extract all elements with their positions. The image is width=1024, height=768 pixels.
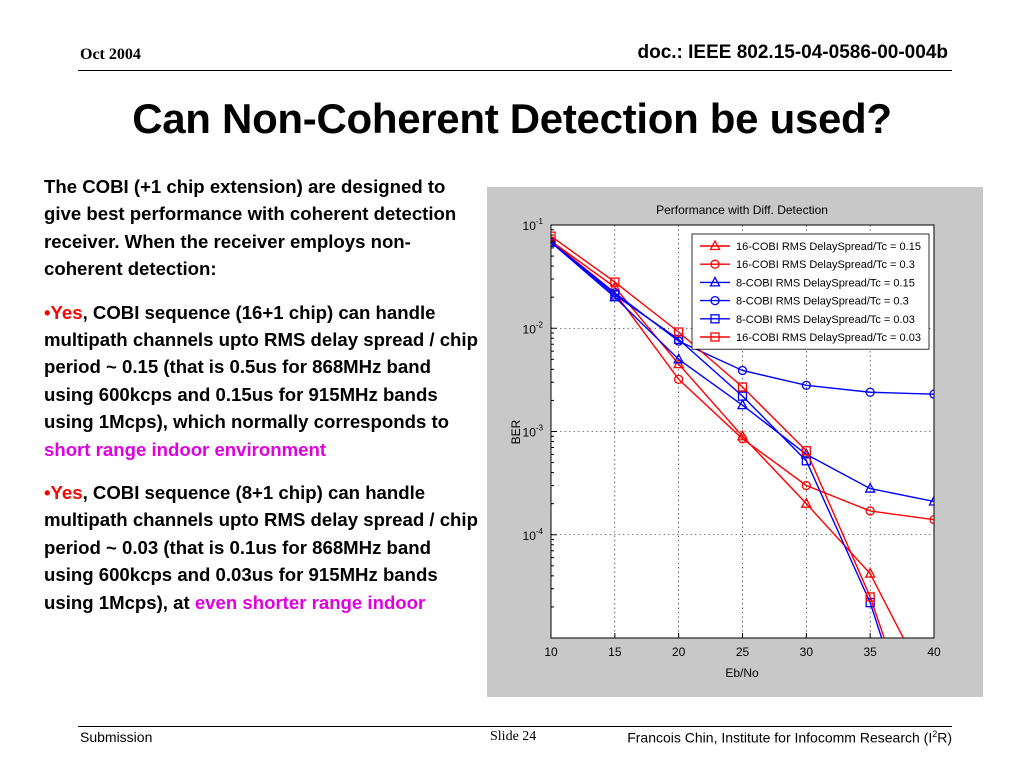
bullet-2-text: , COBI sequence (8+1 chip) can handle mu… (44, 482, 478, 613)
data-point-circle (929, 389, 934, 399)
axis-layer: 10 15 20 25 30 35 40 10-1 10-2 10-3 10-4 (523, 217, 941, 659)
series-line (551, 241, 883, 638)
x-tick-label: 40 (927, 645, 941, 659)
data-point-triangle (709, 239, 721, 251)
chart-panel: Performance with Diff. Detection 10 15 20 2… (487, 187, 983, 697)
bullet-1-yes: Yes (50, 301, 83, 323)
data-point-triangle (800, 448, 812, 459)
bullet-2-yes: Yes (50, 482, 83, 504)
y-tick-label: 10-2 (523, 320, 544, 336)
series-5 (551, 237, 883, 638)
series-6 (551, 231, 885, 638)
legend-entry: 8-COBI RMS DelaySpread/Tc = 0.15 (700, 276, 915, 289)
data-point-square (737, 391, 748, 401)
bullet-1-marker: • (44, 301, 51, 323)
legend-label: 16-COBI RMS DelaySpread/Tc = 0.03 (736, 332, 921, 344)
data-point-circle (865, 506, 875, 516)
header-date: Oct 2004 (80, 46, 141, 63)
chart-title: Performance with Diff. Detection (656, 203, 828, 217)
data-point-square (551, 231, 556, 241)
data-point-triangle (864, 567, 876, 578)
slide-title: Can Non-Coherent Detection be used? (132, 95, 892, 142)
bullet-2: •Yes, COBI sequence (8+1 chip) can handl… (44, 479, 484, 616)
y-tick-label: 10-3 (523, 424, 544, 440)
data-point-circle (737, 365, 748, 376)
legend-box (691, 233, 930, 350)
series-line (551, 235, 885, 638)
intro-paragraph: The COBI (+1 chip extension) are designe… (44, 176, 457, 280)
footer-slide-number: Slide 24 (490, 729, 536, 745)
legend-entry: 16-COBI RMS DelaySpread/Tc = 0.03 (700, 332, 921, 344)
data-point-triangle (800, 497, 812, 508)
header-rule (78, 70, 952, 71)
data-point-square (551, 237, 556, 247)
ber-chart: Performance with Diff. Detection 10 15 20 2… (509, 203, 941, 680)
y-tick-label: 10-4 (523, 527, 544, 543)
data-point-circle (865, 387, 875, 397)
bullet-1-text: , COBI sequence (16+1 chip) can handle m… (44, 301, 478, 433)
footer-submission: Submission (80, 729, 153, 745)
x-tick-label: 15 (608, 645, 622, 659)
data-point-triangle (928, 495, 934, 506)
slide-label: Slide (490, 729, 519, 744)
data-point-square (610, 277, 620, 287)
legend-label: 8-COBI RMS DelaySpread/Tc = 0.3 (736, 296, 909, 308)
bullet-2-marker: • (44, 482, 51, 504)
data-point-square (610, 290, 620, 300)
header-doc-id: doc.: IEEE 802.15-04-0586-00-004b (637, 42, 948, 63)
data-point-square (710, 332, 720, 342)
x-tick-label: 35 (863, 645, 877, 659)
author-superscript: 2 (932, 729, 938, 739)
data-point-triangle (709, 276, 721, 287)
legend-entry: 16-COBI RMS DelaySpread/Tc = 0.3 (700, 259, 915, 271)
legend-label: 16-COBI RMS DelaySpread/Tc = 0.3 (736, 259, 915, 271)
x-tick-label: 10 (544, 645, 558, 659)
data-point-square (674, 327, 684, 337)
data-point-circle (710, 295, 720, 306)
data-point-square (801, 446, 811, 456)
data-point-circle (710, 259, 720, 269)
x-tick-label: 30 (800, 645, 814, 659)
data-point-circle (801, 380, 811, 390)
legend-label: 16-COBI RMS DelaySpread/Tc = 0.15 (736, 241, 921, 253)
legend: 16-COBI RMS DelaySpread/Tc = 0.15 16-COBI… (691, 233, 930, 350)
data-point-circle (674, 374, 684, 384)
data-point-circle (737, 434, 748, 444)
y-axis-label: BER (509, 419, 523, 444)
series-layer (551, 231, 934, 638)
bullet-2-highlight: even shorter range indoor (194, 591, 426, 613)
slide-number: 24 (522, 729, 537, 744)
data-point-circle (801, 480, 811, 491)
bullet-1-highlight: short range indoor environment (44, 438, 327, 460)
data-point-circle (929, 515, 934, 525)
data-point-square (865, 592, 875, 602)
legend-entry: 8-COBI RMS DelaySpread/Tc = 0.03 (700, 314, 915, 326)
slide-body: The COBI (+1 chip extension) are designe… (44, 173, 484, 616)
data-point-triangle (673, 352, 685, 364)
legend-label: 8-COBI RMS DelaySpread/Tc = 0.03 (736, 314, 915, 326)
author-text-end: R) (937, 729, 952, 746)
legend-entry: 8-COBI RMS DelaySpread/Tc = 0.3 (700, 296, 909, 308)
series-line (551, 241, 934, 395)
data-point-square (710, 314, 720, 324)
x-tick-label: 25 (736, 645, 750, 659)
data-point-triangle (864, 482, 876, 493)
data-point-triangle (736, 398, 749, 410)
bullet-1: •Yes, COBI sequence (16+1 chip) can hand… (44, 299, 484, 463)
data-point-square (737, 382, 748, 392)
y-tick-label: 10-1 (523, 217, 544, 233)
legend-label: 8-COBI RMS DelaySpread/Tc = 0.15 (736, 277, 915, 289)
footer-author: Francois Chin, Institute for Infocomm Re… (627, 729, 952, 746)
footer-rule (78, 726, 952, 727)
author-text: Francois Chin, Institute for Infocomm Re… (627, 729, 933, 746)
x-axis-label: Eb/No (725, 666, 759, 680)
data-point-triangle (551, 235, 557, 247)
legend-entry: 16-COBI RMS DelaySpread/Tc = 0.15 (700, 239, 921, 253)
x-tick-label: 20 (672, 645, 686, 659)
series-line (551, 240, 904, 638)
